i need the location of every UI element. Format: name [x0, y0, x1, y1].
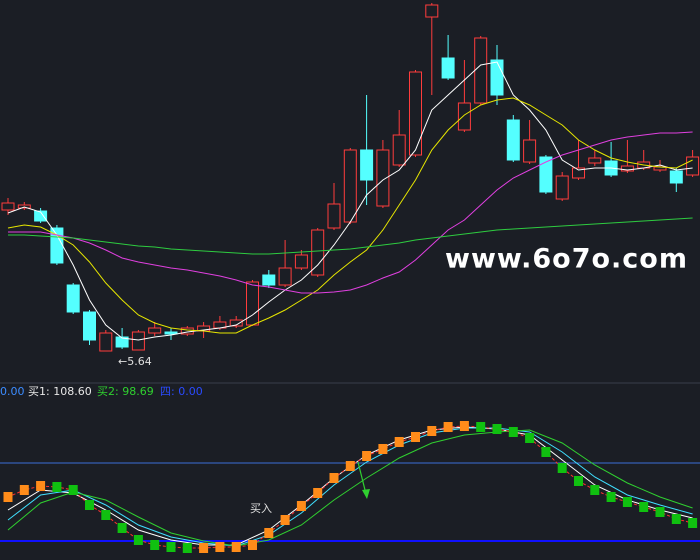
signal-bar	[606, 492, 616, 502]
signal-bar	[476, 422, 486, 432]
signal-bar	[85, 500, 94, 510]
signal-bar	[264, 528, 274, 538]
signal-bar	[101, 510, 111, 520]
signal-bar	[313, 488, 323, 498]
candle-body	[457, 102, 471, 131]
signal-bar	[166, 542, 176, 552]
signal-bar	[443, 422, 453, 432]
candle-body	[620, 165, 634, 172]
candle-body	[506, 119, 520, 161]
signal-bar	[492, 424, 502, 434]
signal-bar	[459, 421, 469, 431]
signal-bar	[3, 492, 13, 502]
watermark: www.6o7o.com	[445, 244, 688, 275]
signal-bar	[182, 543, 192, 553]
readout: 四: 0.00	[160, 385, 203, 398]
candle-body	[392, 134, 406, 166]
candle-body	[66, 284, 80, 313]
signal-bar	[117, 523, 127, 533]
signal-bar	[541, 447, 551, 457]
signal-bar	[280, 515, 290, 525]
signal-bar	[231, 542, 241, 552]
low-annotation: ←5.64	[118, 355, 152, 368]
moving-average-line	[7, 61, 693, 341]
readout: 买1: 108.60	[28, 385, 92, 398]
candle-body	[555, 175, 569, 200]
candle-body	[539, 156, 553, 193]
candle-body	[686, 156, 700, 176]
candle-body	[229, 319, 243, 327]
candle-body	[99, 332, 113, 352]
candle-body	[474, 37, 488, 104]
signal-bar	[199, 543, 209, 553]
signal-bar	[133, 535, 143, 545]
candle-body	[425, 4, 439, 18]
signal-bar	[590, 485, 600, 495]
signal-bar	[345, 461, 355, 471]
signal-bar	[362, 451, 372, 461]
candle-body	[360, 149, 374, 181]
signal-bar	[655, 507, 665, 517]
signal-bar	[52, 482, 62, 492]
candle-body	[115, 336, 129, 348]
signal-bar	[215, 542, 225, 552]
candle-body	[409, 71, 422, 156]
candle-body	[148, 327, 162, 334]
candle-body	[34, 210, 48, 222]
candle-body	[278, 267, 292, 286]
candle-body	[83, 311, 96, 341]
candle-body	[294, 254, 308, 269]
signal-bar	[36, 481, 46, 491]
signal-bar	[557, 463, 567, 473]
price-panel	[1, 3, 700, 352]
signal-bar	[329, 473, 339, 483]
buy-annotation: 买入	[250, 502, 272, 515]
candle-body	[311, 229, 325, 276]
signal-bar	[68, 485, 78, 495]
candle-body	[1, 202, 15, 211]
candle-body	[523, 139, 537, 163]
readout: 0.00	[0, 385, 25, 398]
signal-bar	[508, 427, 518, 437]
candle-body	[131, 331, 145, 351]
indicator-panel	[0, 421, 700, 553]
candle-body	[343, 149, 357, 223]
buy-arrow	[357, 461, 370, 499]
indicator-line	[7, 429, 693, 547]
signal-bar	[574, 476, 583, 486]
signal-bar	[688, 518, 698, 528]
candle-body	[376, 149, 390, 207]
signal-bar	[622, 497, 632, 507]
candle-body	[588, 157, 602, 164]
readout: 买2: 98.69	[97, 385, 154, 398]
moving-average-line	[8, 131, 693, 294]
candle-body	[262, 274, 276, 286]
candle-body	[441, 57, 455, 79]
candle-body	[669, 170, 683, 184]
candle-body	[164, 331, 178, 335]
candle-body	[246, 281, 259, 326]
signal-bar	[150, 540, 160, 550]
signal-bar	[525, 433, 535, 443]
signal-bar	[427, 426, 437, 436]
indicator-line	[7, 427, 693, 547]
signal-bar	[639, 502, 649, 512]
signal-bar	[19, 485, 29, 495]
signal-bar	[411, 432, 420, 442]
signal-bar	[378, 444, 388, 454]
signal-bar	[394, 437, 404, 447]
candle-body	[327, 203, 341, 229]
moving-average-line	[8, 217, 693, 255]
candle-body	[572, 167, 585, 179]
moving-average-line	[7, 97, 693, 334]
signal-bar	[248, 540, 257, 550]
candle-body	[490, 59, 504, 96]
signal-bar	[296, 501, 306, 511]
signal-bar	[671, 514, 681, 524]
